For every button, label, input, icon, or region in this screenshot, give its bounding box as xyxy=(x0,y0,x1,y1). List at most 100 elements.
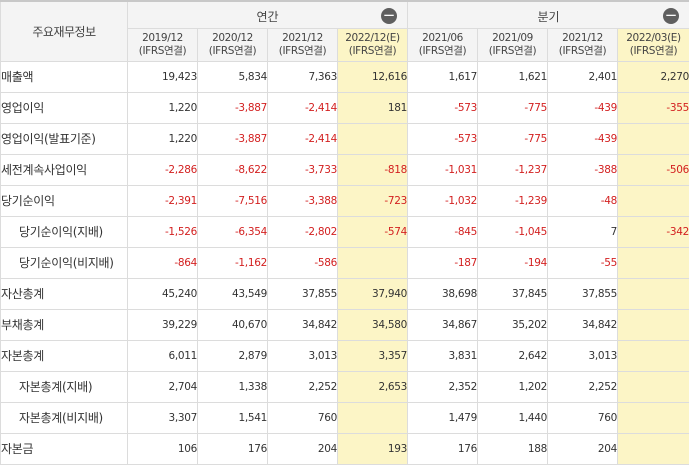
table-cell: -506 xyxy=(618,154,689,185)
table-cell: 7 xyxy=(548,216,618,247)
table-cell: 2,352 xyxy=(408,371,478,402)
table-cell: 193 xyxy=(338,433,408,464)
table-cell: 1,541 xyxy=(198,402,268,433)
table-cell: -388 xyxy=(548,154,618,185)
table-cell: -845 xyxy=(408,216,478,247)
table-cell: 7,363 xyxy=(268,61,338,92)
table-cell: 1,440 xyxy=(478,402,548,433)
table-cell: 2,642 xyxy=(478,340,548,371)
table-cell: 2,401 xyxy=(548,61,618,92)
column-header-2: 2021/12(IFRS연결) xyxy=(268,28,338,61)
table-cell: 5,834 xyxy=(198,61,268,92)
corner-header: 주요재무정보 xyxy=(1,1,128,61)
table-cell: 39,229 xyxy=(128,309,198,340)
table-cell: -187 xyxy=(408,247,478,278)
row-label: 자본총계 xyxy=(1,340,128,371)
column-period: 2022/12(E) xyxy=(338,32,407,45)
table-cell: -1,237 xyxy=(478,154,548,185)
table-cell xyxy=(618,309,689,340)
table-cell: 2,252 xyxy=(548,371,618,402)
table-cell: 43,549 xyxy=(198,278,268,309)
table-cell: -2,414 xyxy=(268,92,338,123)
table-cell: -8,622 xyxy=(198,154,268,185)
table-cell: -818 xyxy=(338,154,408,185)
row-label: 세전계속사업이익 xyxy=(1,154,128,185)
table-cell: 37,845 xyxy=(478,278,548,309)
column-period: 2021/12 xyxy=(268,32,337,45)
table-cell xyxy=(618,123,689,154)
row-label: 자본총계(지배) xyxy=(1,371,128,402)
table-cell: 3,831 xyxy=(408,340,478,371)
table-cell: -573 xyxy=(408,123,478,154)
column-header-7: 2022/03(E)(IFRS연결) xyxy=(618,28,689,61)
table-cell: -342 xyxy=(618,216,689,247)
table-cell: 1,479 xyxy=(408,402,478,433)
table-cell: 1,220 xyxy=(128,123,198,154)
table-cell: 6,011 xyxy=(128,340,198,371)
row-label: 당기순이익 xyxy=(1,185,128,216)
row-label: 자본총계(비지배) xyxy=(1,402,128,433)
row-label: 부채총계 xyxy=(1,309,128,340)
table-cell: 106 xyxy=(128,433,198,464)
column-basis: (IFRS연결) xyxy=(408,45,477,58)
column-header-3: 2022/12(E)(IFRS연결) xyxy=(338,28,408,61)
table-cell xyxy=(618,185,689,216)
quarterly-group-header: 분기 − xyxy=(408,1,689,28)
table-cell xyxy=(618,402,689,433)
table-cell xyxy=(618,247,689,278)
table-cell: -775 xyxy=(478,92,548,123)
table-cell: 760 xyxy=(548,402,618,433)
column-period: 2019/12 xyxy=(128,32,197,45)
column-basis: (IFRS연결) xyxy=(478,45,547,58)
row-label: 영업이익(발표기준) xyxy=(1,123,128,154)
table-cell: 181 xyxy=(338,92,408,123)
table-cell: -3,887 xyxy=(198,92,268,123)
table-cell: -7,516 xyxy=(198,185,268,216)
table-cell: 176 xyxy=(198,433,268,464)
column-header-1: 2020/12(IFRS연결) xyxy=(198,28,268,61)
annual-collapse-minus-icon[interactable]: − xyxy=(381,8,397,24)
column-period: 2021/12 xyxy=(548,32,617,45)
table-cell: 3,013 xyxy=(268,340,338,371)
row-label: 영업이익 xyxy=(1,92,128,123)
table-cell xyxy=(618,371,689,402)
table-cell xyxy=(338,123,408,154)
column-basis: (IFRS연결) xyxy=(618,45,689,58)
column-header-6: 2021/12(IFRS연결) xyxy=(548,28,618,61)
table-cell: 38,698 xyxy=(408,278,478,309)
table-cell: 35,202 xyxy=(478,309,548,340)
table-cell: -55 xyxy=(548,247,618,278)
table-cell: 2,653 xyxy=(338,371,408,402)
table-row: 당기순이익-2,391-7,516-3,388-723-1,032-1,239-… xyxy=(1,185,689,216)
table-cell: -6,354 xyxy=(198,216,268,247)
table-cell: 3,307 xyxy=(128,402,198,433)
table-cell: 40,670 xyxy=(198,309,268,340)
table-cell xyxy=(618,433,689,464)
table-cell: -2,802 xyxy=(268,216,338,247)
annual-group-header: 연간 − xyxy=(128,1,408,28)
table-cell: 1,621 xyxy=(478,61,548,92)
quarterly-collapse-minus-icon[interactable]: − xyxy=(663,8,679,24)
row-label: 당기순이익(지배) xyxy=(1,216,128,247)
table-cell: 204 xyxy=(268,433,338,464)
table-cell: 1,202 xyxy=(478,371,548,402)
column-basis: (IFRS연결) xyxy=(198,45,267,58)
table-cell: -194 xyxy=(478,247,548,278)
column-basis: (IFRS연결) xyxy=(128,45,197,58)
table-cell: -864 xyxy=(128,247,198,278)
table-cell: -2,286 xyxy=(128,154,198,185)
table-cell: 1,220 xyxy=(128,92,198,123)
column-period: 2021/06 xyxy=(408,32,477,45)
column-basis: (IFRS연결) xyxy=(268,45,337,58)
table-row: 당기순이익(지배)-1,526-6,354-2,802-574-845-1,04… xyxy=(1,216,689,247)
table-cell: 2,270 xyxy=(618,61,689,92)
table-cell: 37,940 xyxy=(338,278,408,309)
column-header-0: 2019/12(IFRS연결) xyxy=(128,28,198,61)
table-cell: -1,031 xyxy=(408,154,478,185)
table-cell: -573 xyxy=(408,92,478,123)
